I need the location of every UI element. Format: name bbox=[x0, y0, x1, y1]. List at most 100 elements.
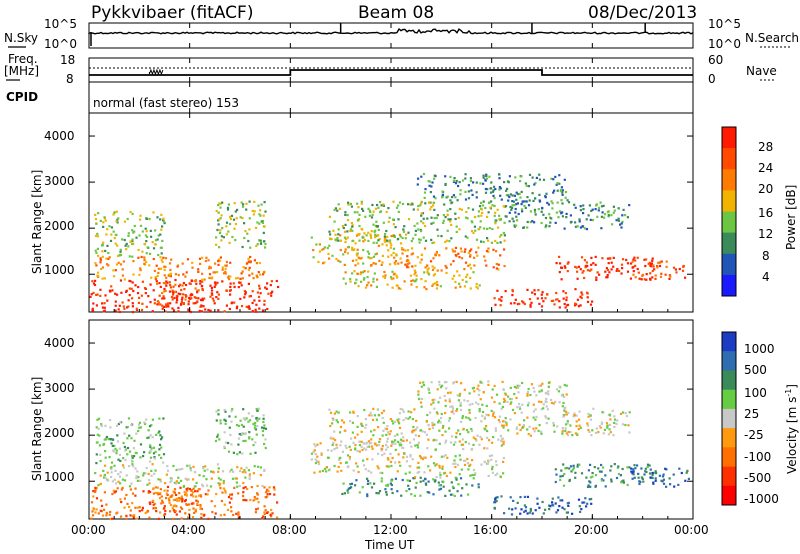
velocity-cell-112 bbox=[246, 487, 249, 491]
velocity-cell-1422 bbox=[516, 426, 519, 429]
velocity-cell-1075 bbox=[346, 489, 349, 492]
power-cell-646 bbox=[248, 217, 251, 220]
velocity-cell-1591 bbox=[631, 472, 634, 475]
velocity-cbar-segment-4 bbox=[722, 408, 736, 429]
power-cell-719 bbox=[331, 254, 334, 257]
velocity-cell-1195 bbox=[467, 468, 470, 471]
power-cell-4 bbox=[93, 283, 97, 287]
power-cell-1113 bbox=[424, 280, 427, 283]
power-cell-1239 bbox=[476, 254, 479, 257]
power-cell-1449 bbox=[549, 221, 552, 224]
velocity-cell-1089 bbox=[419, 476, 422, 479]
velocity-cell-848 bbox=[397, 420, 400, 423]
velocity-cell-1375 bbox=[591, 429, 594, 432]
velocity-cell-1312 bbox=[590, 502, 593, 505]
velocity-cell-1416 bbox=[553, 430, 556, 433]
power-cell-613 bbox=[225, 225, 228, 228]
velocity-cell-914 bbox=[498, 421, 501, 424]
power-cell-609 bbox=[220, 235, 223, 238]
velocity-cell-340 bbox=[99, 482, 102, 485]
velocity-cell-316 bbox=[131, 463, 134, 466]
velocity-cell-1336 bbox=[579, 426, 582, 429]
power-cell-1334 bbox=[574, 302, 577, 305]
velocity-cell-905 bbox=[427, 424, 430, 427]
velocity-cell-1166 bbox=[354, 484, 357, 487]
power-cell-78 bbox=[265, 287, 268, 290]
velocity-cell-1273 bbox=[558, 505, 561, 508]
power-cell-280 bbox=[211, 276, 214, 279]
power-cell-811 bbox=[482, 200, 485, 203]
power-cell-901 bbox=[444, 240, 447, 244]
power-cell-362 bbox=[96, 271, 100, 274]
power-cell-1525 bbox=[560, 266, 563, 269]
velocity-cell-173 bbox=[215, 492, 218, 496]
power-cell-351 bbox=[208, 267, 211, 270]
power-cell-1246 bbox=[452, 260, 455, 263]
power-cbar-segment-3 bbox=[722, 190, 736, 212]
velocity-cell-86 bbox=[270, 515, 273, 518]
power-cell-1496 bbox=[594, 263, 597, 266]
velocity-cell-204 bbox=[156, 486, 159, 489]
power-cell-611 bbox=[258, 213, 261, 216]
power-cell-1291 bbox=[564, 306, 567, 309]
velocity-cell-1257 bbox=[486, 462, 490, 465]
velocity-cell-1330 bbox=[541, 500, 544, 504]
velocity-cell-113 bbox=[101, 514, 105, 517]
velocity-cell-20 bbox=[245, 499, 248, 502]
velocity-cell-108 bbox=[200, 513, 203, 516]
velocity-cell-923 bbox=[483, 416, 487, 419]
velocity-cell-312 bbox=[135, 475, 138, 478]
power-cbar-tick-20: 20 bbox=[758, 182, 774, 196]
velocity-cell-178 bbox=[224, 491, 227, 494]
velocity-cbar-segment-8 bbox=[722, 485, 736, 506]
velocity-cell-360 bbox=[177, 468, 180, 471]
velocity-cell-256 bbox=[192, 465, 195, 468]
velocity-cell-507 bbox=[118, 453, 122, 456]
velocity-cell-847 bbox=[437, 421, 440, 424]
velocity-cell-1762 bbox=[518, 384, 521, 387]
power-cell-1132 bbox=[396, 284, 399, 287]
velocity-cell-1380 bbox=[562, 414, 566, 417]
velocity-cell-68 bbox=[256, 493, 259, 496]
velocity-cell-712 bbox=[339, 456, 342, 459]
power-cell-1550 bbox=[604, 270, 607, 273]
velocity-cell-1221 bbox=[472, 468, 476, 472]
power-cell-937 bbox=[388, 239, 392, 242]
velocity-cell-1612 bbox=[445, 387, 448, 390]
power-cell-314 bbox=[239, 277, 242, 280]
power-cell-1367 bbox=[517, 212, 520, 216]
velocity-cell-644 bbox=[224, 422, 227, 425]
power-cell-1280 bbox=[555, 298, 558, 301]
power-cell-434 bbox=[154, 239, 158, 242]
power-cell-1756 bbox=[538, 193, 541, 196]
velocity-cell-1030 bbox=[459, 433, 462, 436]
velocity-cell-1638 bbox=[460, 382, 463, 385]
velocity-cell-1002 bbox=[435, 439, 438, 442]
velocity-cell-1088 bbox=[457, 483, 460, 486]
velocity-cell-1434 bbox=[552, 421, 555, 425]
power-cell-581 bbox=[232, 218, 236, 221]
velocity-cell-1031 bbox=[485, 425, 488, 428]
velocity-cell-64 bbox=[272, 486, 276, 489]
velocity-cell-1057 bbox=[410, 411, 413, 414]
velocity-cell-1611 bbox=[449, 391, 452, 394]
velocity-cell-1250 bbox=[491, 468, 494, 471]
velocity-cell-1767 bbox=[477, 393, 480, 396]
velocity-cell-1580 bbox=[661, 475, 665, 478]
velocity-cell-442 bbox=[109, 419, 112, 422]
power-cell-1712 bbox=[498, 186, 501, 189]
velocity-cell-72 bbox=[213, 505, 217, 508]
power-cell-744 bbox=[390, 235, 393, 238]
velocity-cell-1538 bbox=[637, 472, 640, 475]
power-cell-1140 bbox=[395, 274, 398, 277]
power-cell-1067 bbox=[338, 207, 342, 210]
power-cell-105 bbox=[169, 284, 172, 287]
power-cell-47 bbox=[243, 296, 246, 299]
power-cell-535 bbox=[165, 305, 168, 308]
power-cell-1241 bbox=[492, 266, 495, 269]
velocity-cell-1050 bbox=[423, 431, 427, 434]
velocity-cell-262 bbox=[192, 478, 195, 481]
power-cell-1362 bbox=[565, 212, 568, 215]
velocity-cell-1209 bbox=[418, 470, 421, 473]
power-cell-408 bbox=[157, 234, 160, 237]
